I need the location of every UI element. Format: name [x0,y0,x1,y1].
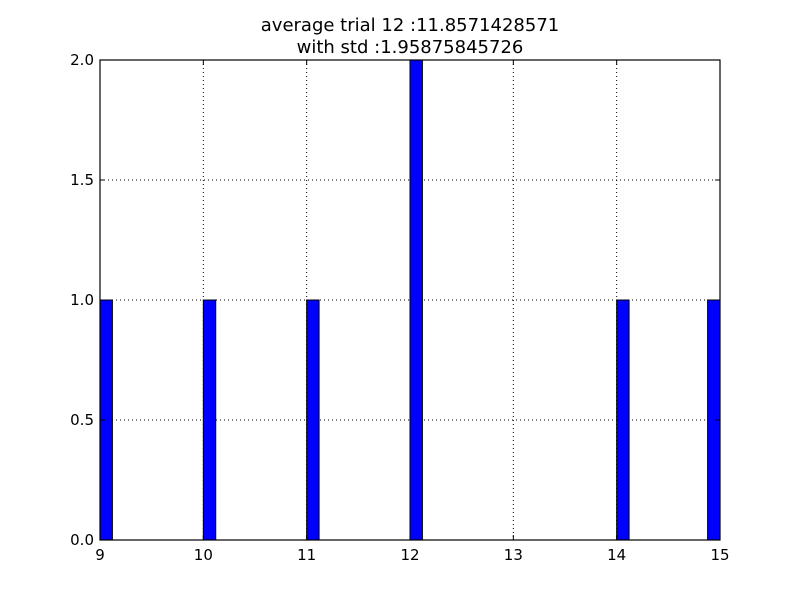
x-tick-label: 14 [607,546,626,564]
x-tick-label: 10 [194,546,213,564]
y-tick-label: 0.0 [70,531,94,549]
y-tick-label: 1.5 [70,171,94,189]
x-tick-label: 13 [504,546,523,564]
chart-title-line-1: average trial 12 :11.8571428571 [261,15,559,36]
x-tick-label: 15 [710,546,729,564]
y-tick-label: 1.0 [70,291,94,309]
y-tick-label: 2.0 [70,51,94,69]
plot-frame [99,59,721,541]
histogram-bar [409,59,423,541]
histogram-bar [202,299,217,541]
x-tick-label: 11 [297,546,316,564]
histogram-bar [306,299,320,541]
y-tick-label: 0.5 [70,411,94,429]
histogram-bar [616,299,630,541]
x-tick-label: 9 [95,546,105,564]
x-tick-label: 12 [400,546,419,564]
chart-title-line-2: with std :1.95875845726 [297,37,524,58]
bar-series [99,59,721,541]
axis-ticks: 9 10 11 12 13 14 15 0.0 0.5 1.0 1.5 2.0 [70,51,729,564]
